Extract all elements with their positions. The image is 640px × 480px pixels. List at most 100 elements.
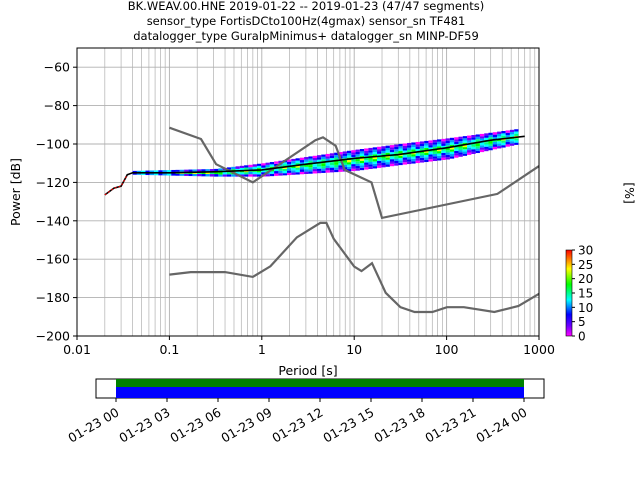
psd-density-cell [377, 163, 382, 166]
psd-density-cell [514, 140, 519, 143]
psd-density-cell [437, 141, 442, 145]
psd-density-cell [407, 149, 412, 153]
psd-density-cell [355, 154, 360, 157]
psd-density-cell [351, 161, 356, 165]
psd-density-cell [419, 157, 425, 161]
timeline-tick-label: 01-23 06 [167, 405, 223, 446]
psd-density-cell [415, 160, 420, 164]
psd-density-cell [509, 143, 515, 146]
psd-density-cell [475, 136, 480, 140]
psd-density-cell [492, 134, 498, 138]
psd-density-cell [471, 146, 476, 150]
psd-density-cell [484, 148, 489, 152]
psd-density-cell [351, 150, 356, 153]
psd-density-cell [269, 173, 275, 177]
psd-density-cell [471, 135, 476, 138]
psd-density-cell [377, 151, 382, 154]
psd-density-cell [462, 136, 468, 139]
psd-density-cell [364, 164, 369, 168]
psd-density-cell [497, 134, 502, 137]
psd-density-cell [248, 174, 253, 177]
psd-density-cell [372, 161, 378, 164]
psd-density-cell [239, 172, 245, 175]
psd-density-cell [449, 154, 455, 157]
psd-density-cell [244, 165, 249, 168]
psd-density-cell [407, 161, 412, 165]
psd-density-cell [394, 146, 399, 150]
psd-density-cell [295, 165, 300, 168]
psd-density-cell [295, 172, 300, 175]
psd-density-cell [299, 162, 305, 165]
psd-density-cell [244, 174, 249, 177]
psd-density-cell [334, 152, 339, 156]
psd-density-cell [171, 172, 176, 176]
psd-density-cell [407, 159, 412, 162]
psd-density-cell [462, 151, 468, 154]
timeline-tick-label: 01-23 12 [269, 405, 325, 446]
psd-density-cell [145, 170, 150, 173]
psd-density-cell [209, 169, 215, 172]
psd-density-cell [141, 172, 146, 175]
psd-density-cell [424, 147, 429, 151]
psd-density-cell [505, 130, 510, 133]
psd-density-cell [321, 168, 326, 171]
timeline-coverage-bar [116, 379, 524, 387]
psd-density-cell [342, 151, 348, 154]
psd-density-cell [261, 165, 266, 168]
psd-density-cell [445, 150, 450, 153]
psd-density-cell [501, 131, 506, 134]
psd-density-cell [467, 140, 472, 143]
psd-density-cell [312, 158, 317, 161]
x-tick-label: 0.01 [63, 342, 91, 357]
psd-density-cell [458, 150, 463, 153]
psd-density-cell [325, 158, 330, 161]
psd-density-cell [497, 143, 502, 147]
psd-density-cell [484, 142, 489, 145]
psd-density-cell [501, 140, 506, 143]
psd-density-cell [321, 170, 326, 173]
psd-density-cell [479, 142, 485, 146]
psd-density-cell [377, 156, 382, 159]
psd-density-cell [475, 148, 480, 151]
psd-density-cell [325, 163, 330, 166]
psd-density-cell [282, 162, 287, 165]
psd-density-cell [295, 162, 300, 166]
psd-density-cell [269, 164, 275, 167]
psd-density-cell [286, 159, 292, 162]
psd-density-cell [479, 145, 485, 148]
psd-density-cell [205, 171, 210, 175]
psd-density-cell [462, 149, 468, 152]
psd-density-cell [252, 171, 257, 175]
psd-density-cell [398, 160, 403, 163]
psd-density-cell [308, 158, 313, 161]
psd-density-cell [424, 157, 429, 160]
timeline-tick-label: 01-23 09 [218, 405, 274, 446]
psd-density-cell [449, 144, 455, 148]
psd-density-cell [419, 160, 425, 163]
psd-density-cell [424, 150, 429, 153]
psd-density-cell [282, 173, 287, 176]
psd-density-cell [402, 145, 408, 149]
psd-density-cell [398, 158, 403, 161]
psd-density-cell [274, 168, 279, 172]
psd-density-cell [497, 146, 502, 149]
psd-density-cell [454, 139, 459, 142]
psd-density-cell [304, 157, 309, 160]
psd-density-cell [492, 132, 498, 135]
psd-density-cell [239, 174, 245, 177]
psd-density-cell [248, 167, 253, 170]
psd-density-cell [316, 159, 322, 162]
psd-density-cell [312, 164, 317, 167]
chart-title-line-1: BK.WEAV.00.HNE 2019-01-22 -- 2019-01-23 … [128, 0, 485, 13]
psd-density-cell [274, 161, 279, 164]
psd-density-cell [415, 146, 420, 149]
psd-density-cell [252, 166, 257, 170]
chart-title-line-3: datalogger_type GuralpMinimus+ datalogge… [133, 29, 479, 43]
timeline-tick-label: 01-24 00 [473, 405, 529, 446]
psd-density-cell [368, 152, 373, 155]
psd-density-cell [256, 163, 262, 166]
psd-density-cell [488, 145, 493, 149]
psd-density-cell [514, 142, 519, 145]
psd-density-cell [274, 173, 279, 176]
